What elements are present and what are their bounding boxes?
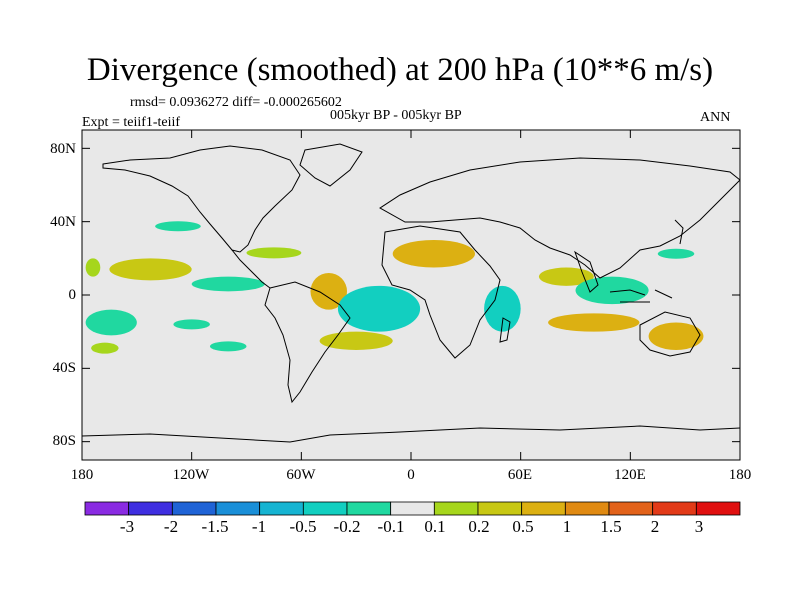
contour-region	[337, 285, 421, 332]
xtick-label: 60W	[286, 467, 316, 483]
colorbar-swatch	[259, 501, 304, 516]
contour-region	[484, 285, 521, 332]
contour-region	[155, 221, 201, 232]
experiment-label: Expt = teiif1-teiif	[82, 115, 181, 130]
season-label: ANN	[700, 110, 731, 125]
colorbar-swatch	[652, 501, 697, 516]
xtick-label: 180	[70, 467, 94, 483]
contour-region	[91, 342, 119, 354]
colorbar-swatch	[608, 501, 654, 516]
xtick-label: 120W	[172, 467, 210, 483]
colorbar-swatch	[433, 501, 479, 516]
colorbar-label: -0.5	[289, 517, 317, 536]
axis-ticks	[81, 130, 741, 460]
colorbar-label: 0.1	[424, 517, 446, 536]
colorbar-label: 1.5	[600, 517, 622, 536]
colorbar-label: 0.2	[468, 517, 490, 536]
contour-region	[548, 313, 640, 332]
divergence-field	[85, 221, 704, 354]
xtick-label: 120E	[614, 467, 646, 483]
xtick-label: 0	[407, 467, 415, 483]
colorbar-swatch	[390, 501, 435, 516]
ytick-label: 40N	[50, 214, 76, 230]
contour-region	[85, 258, 101, 277]
colorbar-swatch	[564, 501, 610, 516]
ytick-label: 80N	[50, 141, 76, 157]
stats-text: rmsd= 0.0936272 diff= -0.000265602	[130, 95, 342, 110]
colorbar-label: 0.5	[512, 517, 534, 536]
contour-region	[648, 322, 704, 350]
contour-region	[246, 247, 302, 259]
plot-title: Divergence (smoothed) at 200 hPa (10**6 …	[86, 52, 714, 88]
colorbar-swatch	[171, 501, 217, 516]
colorbar-swatch	[521, 501, 566, 516]
colorbar-label: -1	[251, 517, 267, 536]
colorbar-label: -3	[119, 517, 135, 536]
contour-region	[319, 331, 393, 351]
contour-region	[310, 273, 348, 310]
contour-region	[657, 248, 695, 259]
colorbar-swatch	[302, 501, 348, 516]
colorbar	[84, 501, 741, 516]
colorbar-swatch	[346, 501, 392, 516]
ytick-label: 40S	[52, 360, 76, 376]
contour-region	[575, 276, 649, 305]
colorbar-label: -2	[163, 517, 179, 536]
period-subtitle: 005kyr BP - 005kyr BP	[330, 108, 462, 123]
contour-region	[191, 276, 265, 292]
colorbar-swatch	[695, 501, 741, 516]
contour-region	[85, 309, 137, 336]
colorbar-label: 1	[562, 517, 572, 536]
colorbar-swatch	[215, 501, 261, 516]
contour-region	[109, 258, 192, 281]
colorbar-swatch	[128, 501, 173, 516]
ytick-label: 80S	[52, 433, 76, 449]
xtick-label: 180	[728, 467, 752, 483]
colorbar-label: -0.2	[333, 517, 361, 536]
coastlines	[82, 143, 740, 443]
contour-region	[392, 240, 475, 268]
contour-region	[209, 341, 247, 352]
colorbar-label: -1.5	[201, 517, 229, 536]
colorbar-swatch	[84, 501, 130, 516]
contour-region	[173, 319, 210, 330]
contour-region	[538, 267, 594, 286]
colorbar-label: 2	[650, 517, 660, 536]
ytick-label: 0	[68, 287, 77, 303]
colorbar-label: -0.1	[377, 517, 405, 536]
colorbar-label: 3	[694, 517, 704, 536]
colorbar-swatch	[477, 501, 523, 516]
xtick-label: 60E	[507, 467, 533, 483]
